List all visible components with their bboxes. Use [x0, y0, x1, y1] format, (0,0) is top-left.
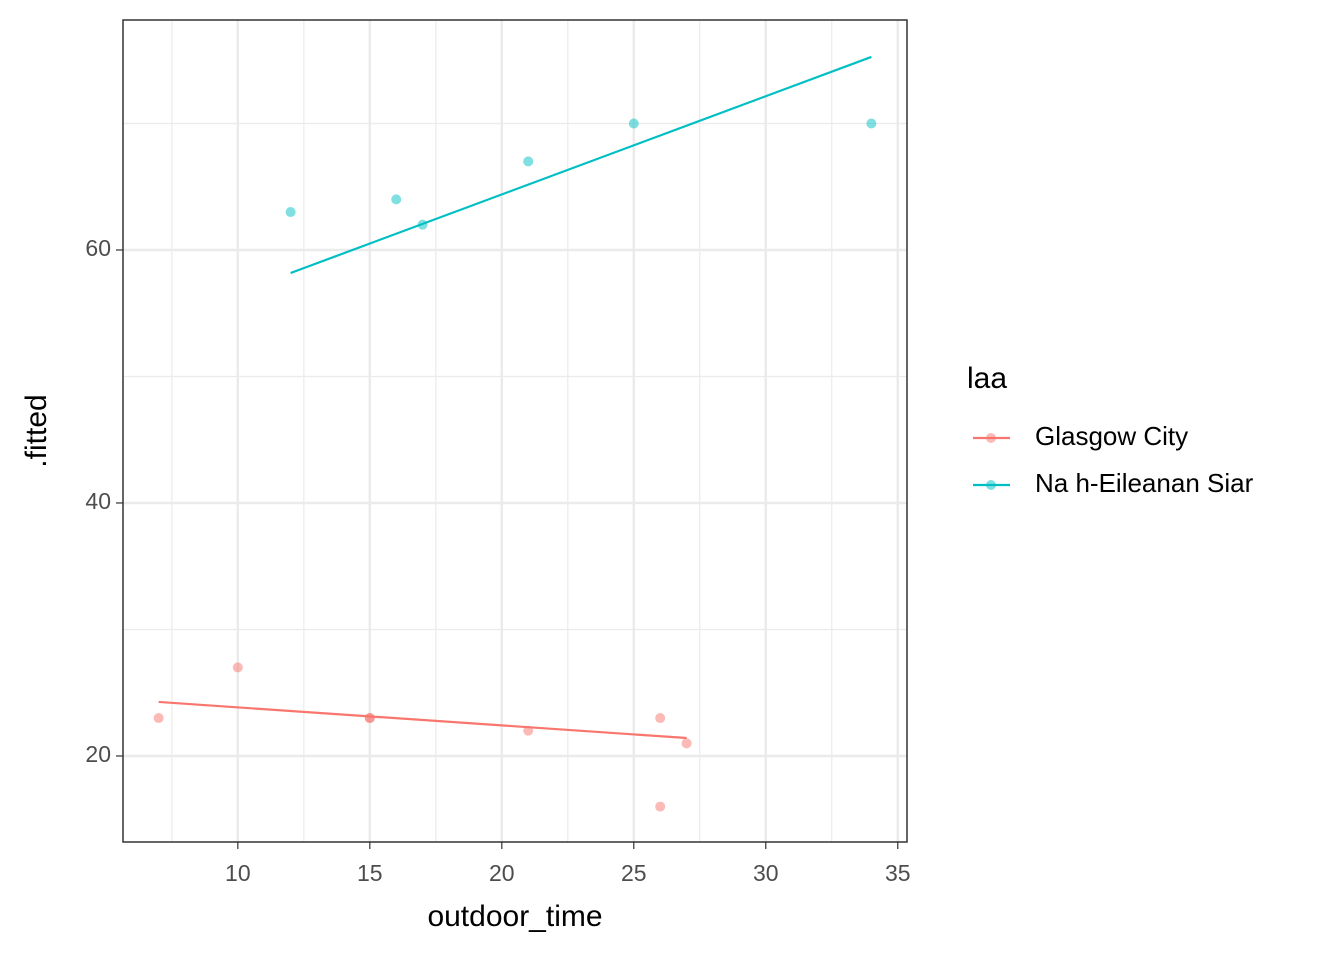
x-tick-label: 30 [753, 860, 779, 886]
legend-key-point [986, 433, 996, 443]
point [523, 156, 534, 167]
point [655, 801, 666, 812]
legend-label: Na h-Eileanan Siar [1035, 468, 1254, 498]
x-axis-title: outdoor_time [427, 900, 602, 933]
x-tick-label: 35 [885, 860, 911, 886]
point [655, 713, 666, 724]
y-axis-title: .fitted [20, 394, 53, 467]
x-tick-label: 10 [225, 860, 251, 886]
y-tick-label: 40 [85, 488, 111, 514]
y-tick-label: 20 [85, 741, 111, 767]
point [232, 662, 243, 673]
point [285, 207, 296, 218]
point [364, 713, 375, 724]
point [391, 194, 402, 205]
point [866, 118, 877, 129]
legend-label: Glasgow City [1035, 421, 1188, 451]
legend-title: laa [967, 362, 1007, 395]
point [153, 713, 164, 724]
fit-line [290, 55, 872, 275]
point [681, 738, 692, 749]
legend-key-point [986, 480, 996, 490]
x-tick-label: 20 [489, 860, 515, 886]
panel-border [122, 19, 908, 843]
x-tick-label: 25 [621, 860, 647, 886]
y-tick-label: 60 [85, 235, 111, 261]
point [628, 118, 639, 129]
fit-line [158, 700, 687, 740]
x-tick-label: 15 [357, 860, 383, 886]
